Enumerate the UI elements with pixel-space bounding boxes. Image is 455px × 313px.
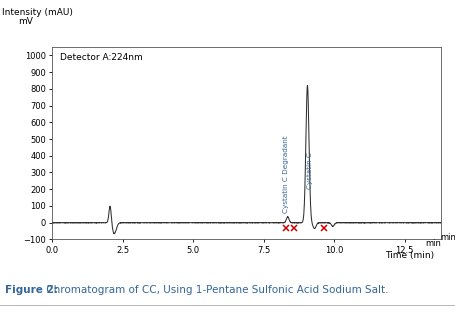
Text: min: min [425,239,441,249]
Text: Figure 2:: Figure 2: [5,285,58,295]
Text: Time (min): Time (min) [385,251,435,260]
Text: Detector A:224nm: Detector A:224nm [60,53,143,62]
Text: min: min [440,233,455,242]
Text: Cystatin C Degradant: Cystatin C Degradant [283,135,289,213]
Text: Intensity (mAU): Intensity (mAU) [2,8,73,17]
Text: Cystatin C: Cystatin C [307,152,313,189]
Text: mV: mV [18,17,33,26]
Text: Chromatogram of CC, Using 1-Pentane Sulfonic Acid Sodium Salt.: Chromatogram of CC, Using 1-Pentane Sulf… [43,285,389,295]
